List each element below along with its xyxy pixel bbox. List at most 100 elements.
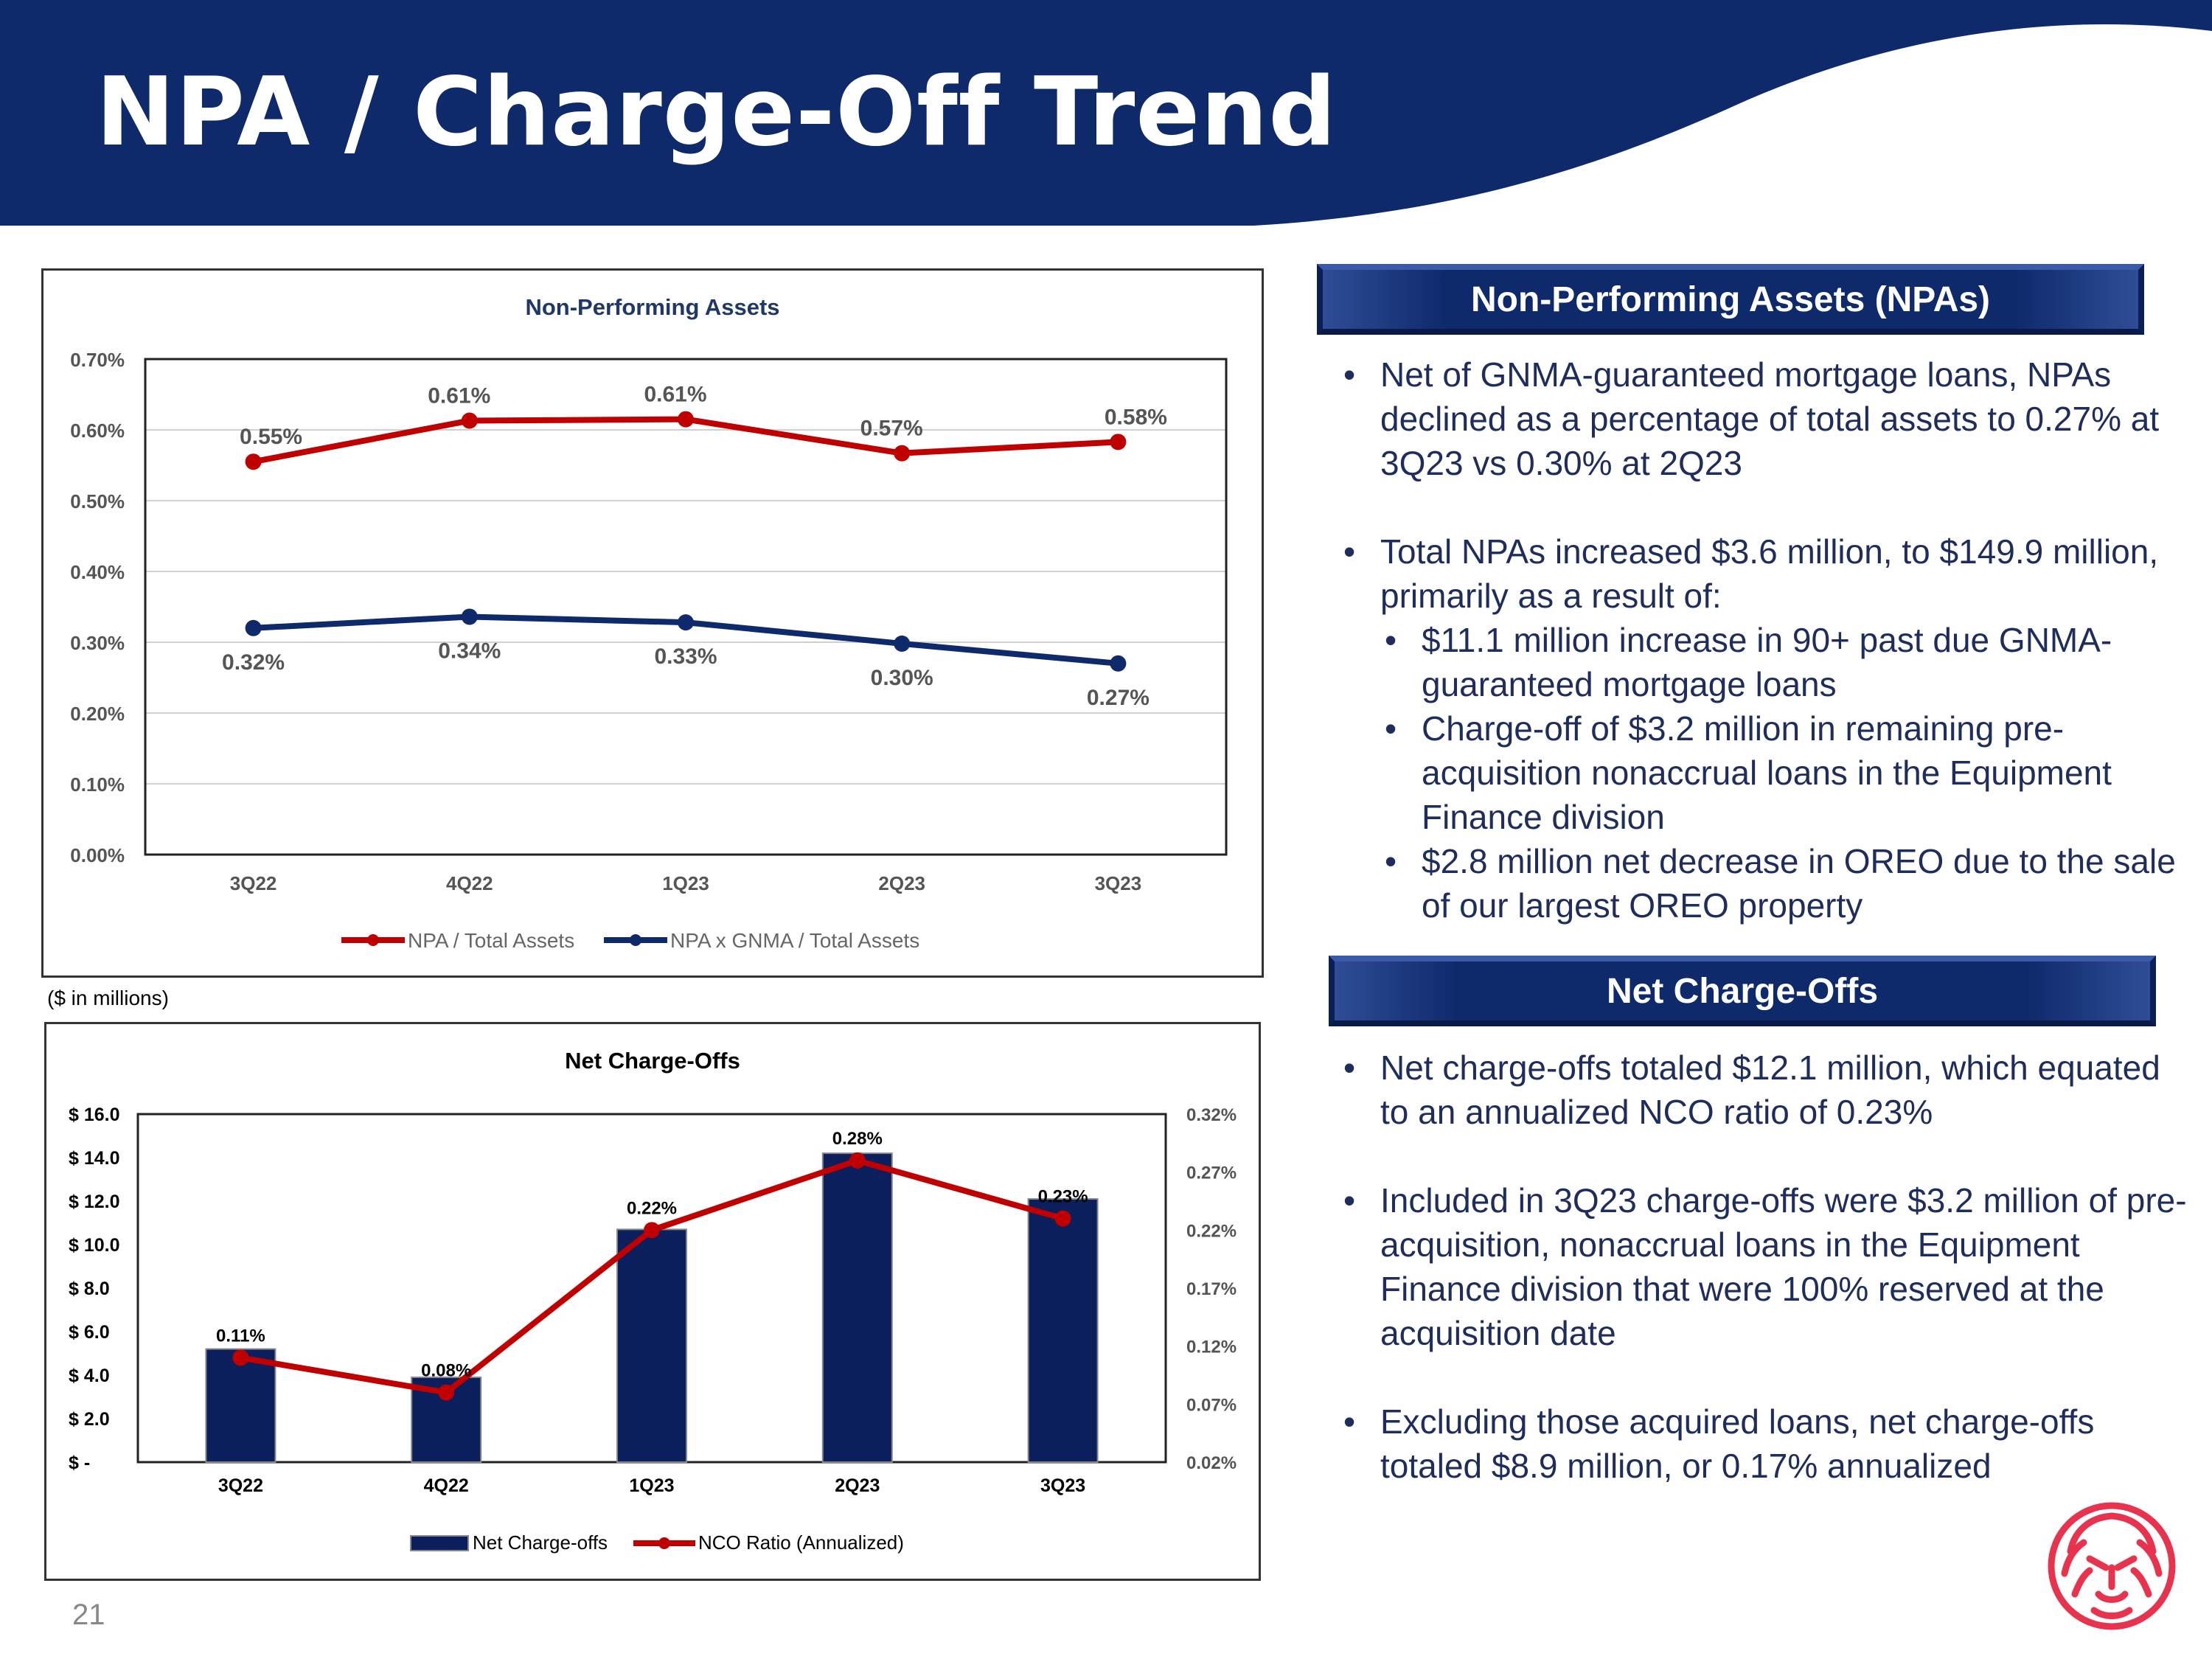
bar — [821, 1152, 893, 1463]
nco-bullet-list: Net charge-offs totaled $12.1 million, w… — [1339, 1046, 2187, 1488]
bar — [1027, 1198, 1099, 1464]
nco-section-banner: Net Charge-Offs — [1329, 956, 2156, 1026]
x-tick-label: 1Q23 — [662, 872, 709, 894]
y-tick-label: $ 16.0 — [69, 1105, 120, 1125]
data-label: 0.61% — [644, 383, 706, 407]
data-point — [245, 619, 262, 636]
nco-bullet-2: Included in 3Q23 charge-offs were $3.2 m… — [1339, 1178, 2187, 1355]
x-tick-label: 3Q22 — [218, 1475, 263, 1496]
y-tick-label: 0.60% — [70, 420, 125, 442]
y2-tick-label: 0.27% — [1186, 1164, 1237, 1183]
banner-bevel-shape — [1317, 264, 2144, 335]
y-tick-label: $ 6.0 — [69, 1322, 110, 1343]
y-tick-label: 0.00% — [70, 844, 125, 866]
nco-chart-panel: Net Charge-Offs $ - $ 2.0 $ 4.0 $ 6.0 $ 8.0 $ … — [44, 1022, 1261, 1581]
data-point — [438, 1384, 455, 1401]
npa-bullet-2: Total NPAs increased $3.6 million, to $1… — [1339, 529, 2187, 618]
y-tick-label: 0.30% — [70, 632, 125, 654]
npa-chart-panel: Non-Performing Assets 0.00% 0.10% 0.20% 0.30… — [41, 268, 1264, 978]
y2-tick-label: 0.07% — [1186, 1395, 1237, 1415]
data-point — [461, 412, 478, 429]
y-tick-label: 0.10% — [70, 773, 125, 796]
data-point — [894, 445, 911, 462]
legend-marker — [658, 1537, 670, 1549]
npa-bullet-1: Net of GNMA-guaranteed mortgage loans, N… — [1339, 352, 2187, 485]
x-tick-label: 3Q22 — [230, 872, 277, 894]
x-tick-label: 2Q23 — [835, 1475, 880, 1496]
data-label: 0.33% — [654, 644, 717, 669]
plot-area-frame — [144, 358, 1228, 856]
data-label: 0.30% — [871, 666, 933, 690]
units-note: ($ in millions) — [47, 987, 169, 1009]
nco-combo-chart: Net Charge-Offs $ - $ 2.0 $ 4.0 $ 6.0 $ 8.0 $ … — [69, 1048, 1237, 1554]
nco-banner-label: Net Charge-Offs — [1606, 971, 1879, 1011]
x-tick-label: 2Q23 — [878, 872, 925, 894]
chart-title: Net Charge-Offs — [565, 1048, 740, 1074]
data-point — [461, 608, 478, 625]
data-label: 0.61% — [428, 384, 490, 408]
data-label: 0.57% — [860, 417, 923, 441]
npa-sub-bullet-2: Charge-off of $3.2 million in remaining … — [1339, 706, 2187, 839]
slide-title: NPA / Charge-Off Trend — [96, 58, 1337, 167]
y-tick-label: $ 4.0 — [69, 1366, 110, 1386]
y2-tick-label: 0.32% — [1186, 1105, 1237, 1125]
npa-section-banner: Non-Performing Assets (NPAs) — [1317, 264, 2144, 335]
data-point — [245, 453, 262, 470]
data-point — [678, 411, 694, 428]
y-tick-label: $ - — [69, 1453, 90, 1473]
nco-bullet-1: Net charge-offs totaled $12.1 million, w… — [1339, 1046, 2187, 1134]
page-number: 21 — [72, 1599, 105, 1631]
npa-bullet-list: Net of GNMA-guaranteed mortgage loans, N… — [1339, 352, 2187, 928]
npa-banner-label: Non-Performing Assets (NPAs) — [1470, 279, 1991, 319]
x-tick-label: 3Q23 — [1095, 872, 1142, 894]
y-tick-label: $ 10.0 — [69, 1235, 120, 1256]
y-tick-label: $ 2.0 — [69, 1409, 110, 1430]
y-tick-label: 0.20% — [70, 703, 125, 725]
banner-bevel-shape — [1329, 956, 2156, 1026]
data-label: 0.23% — [1038, 1187, 1088, 1207]
data-label: 0.08% — [421, 1361, 471, 1381]
data-label: 0.58% — [1105, 405, 1167, 429]
data-label: 0.22% — [627, 1198, 677, 1218]
y-tick-label: $ 8.0 — [69, 1279, 110, 1299]
legend-label: NPA x GNMA / Total Assets — [670, 929, 919, 952]
y2-tick-label: 0.12% — [1186, 1338, 1237, 1357]
y-tick-label: 0.70% — [70, 349, 125, 371]
x-tick-label: 3Q23 — [1040, 1475, 1085, 1496]
data-label: 0.34% — [438, 639, 501, 663]
legend-marker — [367, 934, 379, 946]
header-wave-shape — [0, 0, 2212, 226]
x-tick-label: 4Q22 — [446, 872, 493, 894]
y-tick-label: 0.40% — [70, 561, 125, 583]
data-point — [849, 1152, 866, 1169]
legend-label: NPA / Total Assets — [408, 929, 574, 952]
npa-sub-bullet-3: $2.8 million net decrease in OREO due to… — [1339, 839, 2187, 928]
bar — [616, 1228, 687, 1463]
data-point — [1110, 655, 1127, 672]
data-point — [1054, 1210, 1071, 1227]
header-band: NPA / Charge-Off Trend — [0, 0, 2212, 236]
legend-label: Net Charge-offs — [473, 1531, 608, 1554]
data-label: 0.55% — [240, 425, 302, 449]
data-label: 0.32% — [222, 650, 285, 675]
data-label: 0.27% — [1087, 686, 1150, 710]
npa-sub-bullet-1: $11.1 million increase in 90+ past due G… — [1339, 618, 2187, 706]
data-point — [678, 614, 694, 631]
y2-tick-label: 0.02% — [1186, 1453, 1237, 1473]
bar — [205, 1348, 276, 1463]
data-point — [1110, 434, 1127, 451]
chart-title: Non-Performing Assets — [525, 294, 779, 320]
y2-tick-label: 0.17% — [1186, 1279, 1237, 1299]
lion-logo-icon — [2048, 1502, 2176, 1630]
nco-bullet-3: Excluding those acquired loans, net char… — [1339, 1399, 2187, 1488]
legend-swatch-bar — [410, 1535, 469, 1551]
x-tick-label: 4Q22 — [424, 1475, 469, 1496]
data-label: 0.28% — [832, 1129, 883, 1149]
y-tick-label: $ 12.0 — [69, 1192, 120, 1212]
legend-label: NCO Ratio (Annualized) — [698, 1531, 904, 1554]
legend-marker — [630, 934, 641, 946]
data-point — [232, 1349, 249, 1366]
data-point — [894, 635, 911, 652]
npa-line-chart: Non-Performing Assets 0.00% 0.10% 0.20% 0.30… — [70, 294, 1228, 952]
data-point — [644, 1222, 660, 1239]
